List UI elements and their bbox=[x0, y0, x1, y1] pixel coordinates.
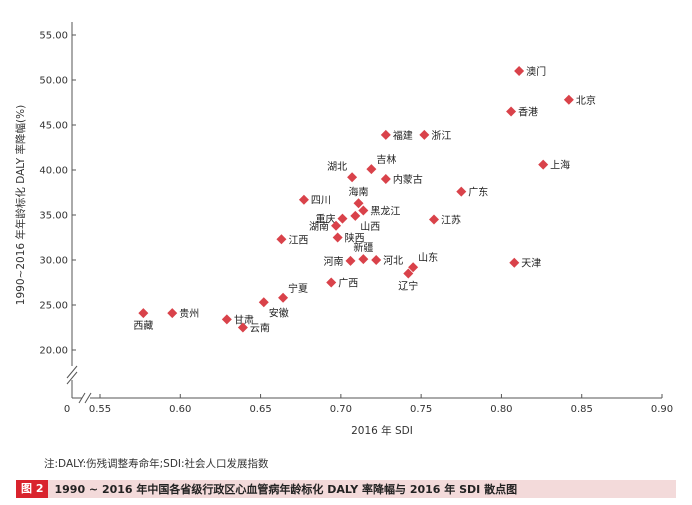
data-point-label: 河南 bbox=[323, 255, 343, 268]
footnote: 注:DALY:伤残调整寿命年;SDI:社会人口发展指数 bbox=[44, 458, 269, 470]
data-point-label: 辽宁 bbox=[398, 280, 418, 293]
y-tick-label: 40.00 bbox=[39, 166, 68, 177]
data-point-label: 内蒙古 bbox=[393, 173, 423, 186]
data-point-marker bbox=[347, 172, 358, 183]
data-point-label: 澳门 bbox=[526, 65, 546, 78]
data-point-marker bbox=[403, 268, 414, 279]
data-point-marker bbox=[509, 257, 520, 268]
data-point-label: 上海 bbox=[550, 159, 570, 172]
data-point-marker bbox=[366, 164, 377, 175]
data-point-marker bbox=[371, 255, 382, 265]
y-tick-label: 30.00 bbox=[39, 256, 68, 267]
x-axis-break bbox=[84, 392, 92, 404]
data-point-label: 江苏 bbox=[441, 214, 461, 227]
y-tick-label: 50.00 bbox=[39, 76, 68, 87]
x-tick-label: 0.70 bbox=[330, 404, 352, 415]
data-point-label: 黑龙江 bbox=[370, 205, 400, 218]
data-point-label: 北京 bbox=[576, 94, 596, 107]
x-axis-break bbox=[78, 392, 86, 404]
x-tick-label: 0.55 bbox=[89, 404, 111, 415]
data-point-marker bbox=[563, 94, 574, 105]
data-point-marker bbox=[408, 262, 419, 273]
data-point-marker bbox=[332, 232, 343, 243]
y-tick-label: 45.00 bbox=[39, 121, 68, 132]
x-tick-label: 0.80 bbox=[490, 404, 512, 415]
x-origin-label: 0 bbox=[64, 404, 70, 415]
data-point-marker bbox=[337, 213, 348, 224]
data-point-marker bbox=[138, 308, 149, 319]
tick-labels: 20.00 25.00 30.00 35.00 40.00 45.00 50.00 55.00… bbox=[39, 31, 673, 416]
data-point-marker bbox=[167, 308, 178, 319]
data-point-marker bbox=[353, 198, 364, 209]
data-point-label: 香港 bbox=[518, 107, 538, 119]
x-axis-title: 2016 年 SDI bbox=[351, 424, 413, 437]
data-point-marker bbox=[221, 314, 232, 325]
data-point-marker bbox=[538, 159, 549, 170]
data-point-marker bbox=[380, 129, 391, 140]
x-tick-label: 0.65 bbox=[249, 404, 271, 415]
data-point-marker bbox=[298, 194, 309, 205]
data-point-marker bbox=[419, 129, 430, 140]
data-point-marker bbox=[358, 254, 369, 265]
data-point-label: 山东 bbox=[418, 251, 438, 264]
data-point-label: 浙江 bbox=[431, 130, 451, 142]
data-point-label: 广东 bbox=[468, 186, 488, 199]
data-point-marker bbox=[237, 322, 248, 333]
data-point-marker bbox=[350, 210, 361, 221]
data-point-label: 福建 bbox=[393, 129, 413, 142]
data-point-label: 河北 bbox=[383, 255, 403, 267]
data-point-label: 云南 bbox=[250, 322, 270, 335]
figure-number-badge: 图 2 bbox=[16, 480, 49, 498]
data-point-label: 安徽 bbox=[269, 306, 289, 319]
data-point-label: 海南 bbox=[349, 185, 369, 198]
data-point-marker bbox=[428, 214, 439, 225]
data-point-label: 广西 bbox=[338, 278, 358, 290]
data-point-label: 天津 bbox=[521, 258, 541, 270]
data-point-label: 吉林 bbox=[376, 153, 396, 166]
y-tick-label: 25.00 bbox=[39, 301, 68, 312]
data-point-label: 湖南 bbox=[309, 220, 329, 233]
x-tick-label: 0.85 bbox=[571, 404, 593, 415]
data-point-marker bbox=[345, 255, 356, 266]
data-point-label: 湖北 bbox=[327, 161, 347, 173]
data-point-label: 山西 bbox=[360, 221, 380, 233]
data-point-marker bbox=[358, 205, 369, 216]
y-axis-title: 1990~2016 年年龄标化 DALY 率降幅(%) bbox=[14, 105, 27, 305]
axes bbox=[66, 22, 663, 404]
data-point-marker bbox=[514, 66, 525, 76]
data-point-marker bbox=[506, 106, 517, 117]
data-point-label: 西藏 bbox=[133, 320, 153, 332]
data-point-label: 江西 bbox=[288, 234, 308, 246]
data-point-marker bbox=[278, 292, 289, 303]
data-point-marker bbox=[331, 220, 342, 231]
x-tick-label: 0.75 bbox=[410, 404, 432, 415]
data-point-marker bbox=[276, 234, 287, 245]
y-tick-label: 35.00 bbox=[39, 211, 68, 222]
figure-caption: 图 2 1990 ~ 2016 年中国各省级行政区心血管病年龄标化 DALY 率… bbox=[16, 480, 676, 498]
data-point-marker bbox=[456, 186, 467, 197]
data-point-label: 陕西 bbox=[345, 232, 365, 245]
data-point-label: 宁夏 bbox=[288, 282, 308, 295]
y-tick-label: 55.00 bbox=[39, 31, 68, 42]
data-point-marker bbox=[258, 297, 269, 308]
figure-caption-text: 1990 ~ 2016 年中国各省级行政区心血管病年龄标化 DALY 率降幅与 … bbox=[54, 483, 518, 496]
y-axis-break bbox=[66, 371, 78, 385]
data-point-label: 甘肃 bbox=[234, 313, 254, 326]
data-point-marker bbox=[380, 174, 391, 184]
y-axis-break bbox=[66, 365, 78, 379]
data-point-label: 新疆 bbox=[353, 241, 373, 254]
data-point-label: 贵州 bbox=[179, 307, 199, 320]
x-tick-label: 0.90 bbox=[651, 404, 673, 415]
y-tick-label: 20.00 bbox=[39, 346, 68, 357]
x-tick-label: 0.60 bbox=[169, 404, 191, 415]
data-point-label: 四川 bbox=[311, 196, 331, 207]
data-point-label: 重庆 bbox=[315, 213, 335, 226]
data-point-marker bbox=[326, 277, 337, 288]
